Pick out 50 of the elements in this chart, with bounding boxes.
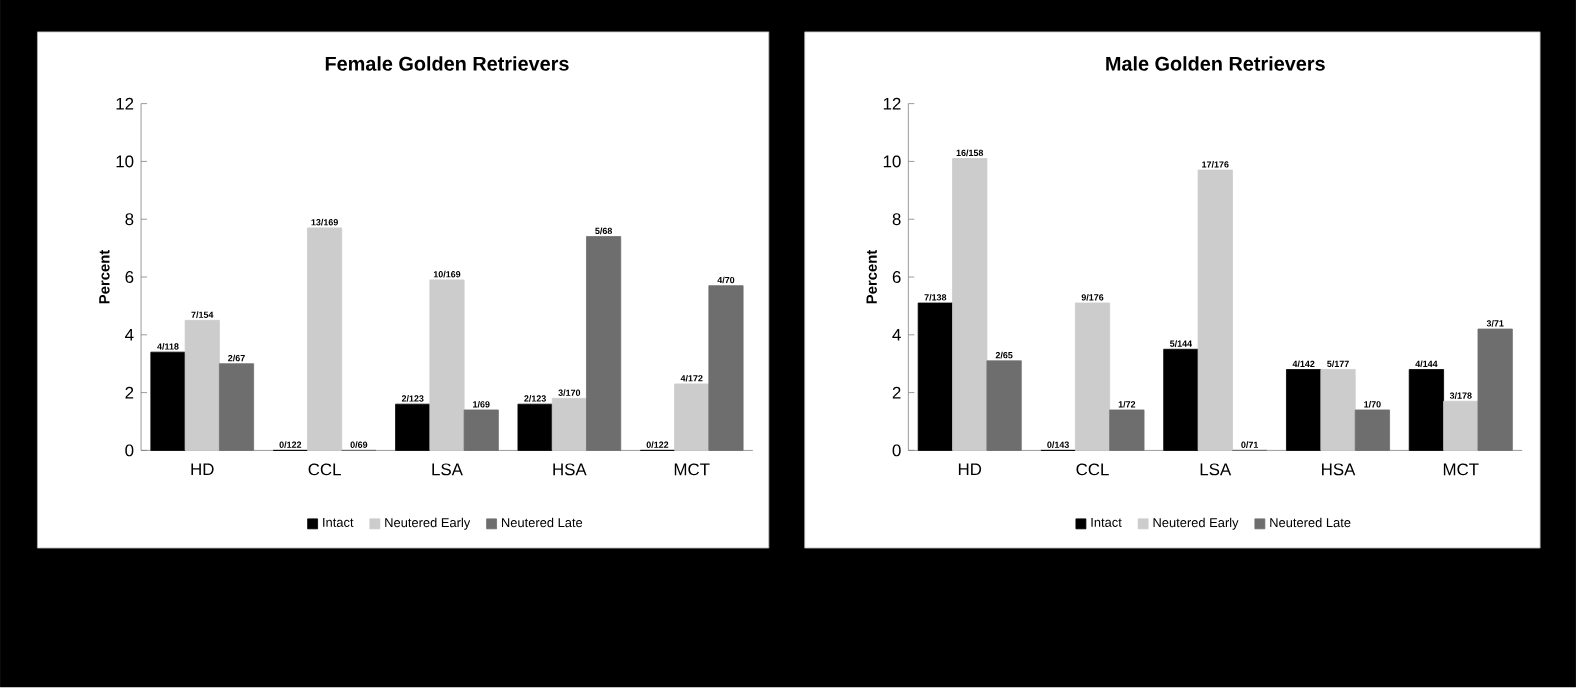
x-tick-label: LSA [1200,463,1232,476]
chart-title: Male Golden Retrievers [1106,56,1325,71]
y-tick-label: 6 [125,271,134,284]
y-tick-label: 4 [892,329,901,341]
bar [952,158,988,452]
bar [218,363,255,452]
y-tick-label: 4 [125,329,134,341]
bar [1354,409,1390,452]
chart-title: Female Golden Retrievers [325,56,569,71]
y-tick-label: 10 [883,155,901,168]
bar [1074,302,1111,452]
bar [1197,169,1233,452]
x-tick-label: HSA [1322,463,1356,476]
bar [463,409,499,452]
bar [1477,328,1513,452]
y-tick-label: 2 [125,386,134,399]
bar [184,320,220,452]
bar [1109,409,1145,452]
y-tick-label: 10 [116,155,134,168]
bar [429,279,465,452]
bar [674,383,710,452]
x-tick-label: HD [191,463,214,476]
y-tick-label: 0 [125,444,134,457]
bar [307,227,343,452]
y-tick-label: 12 [116,97,134,110]
x-tick-label: HSA [553,463,587,476]
y-tick-label: 2 [892,386,901,399]
bar [395,403,431,452]
x-tick-label: MCT [674,463,710,476]
bar [1286,369,1322,452]
y-tick-label: 0 [892,444,901,457]
bar [1320,369,1356,452]
x-tick-label: LSA [432,463,463,476]
bar [586,236,622,452]
x-tick-label: CCL [308,463,341,476]
bar [1443,401,1479,452]
bar [1163,349,1199,452]
y-tick-label: 8 [125,213,134,226]
y-tick-label: 6 [892,271,901,284]
bar [917,302,953,452]
y-tick-label: 12 [883,97,901,110]
y-tick-label: 8 [892,213,901,226]
bar [517,403,553,452]
x-tick-label: MCT [1443,463,1479,476]
bar [708,285,744,452]
bar [986,360,1022,452]
bar [551,398,587,452]
x-tick-label: HD [958,463,982,476]
bar [1408,369,1444,452]
x-tick-label: CCL [1076,463,1109,476]
